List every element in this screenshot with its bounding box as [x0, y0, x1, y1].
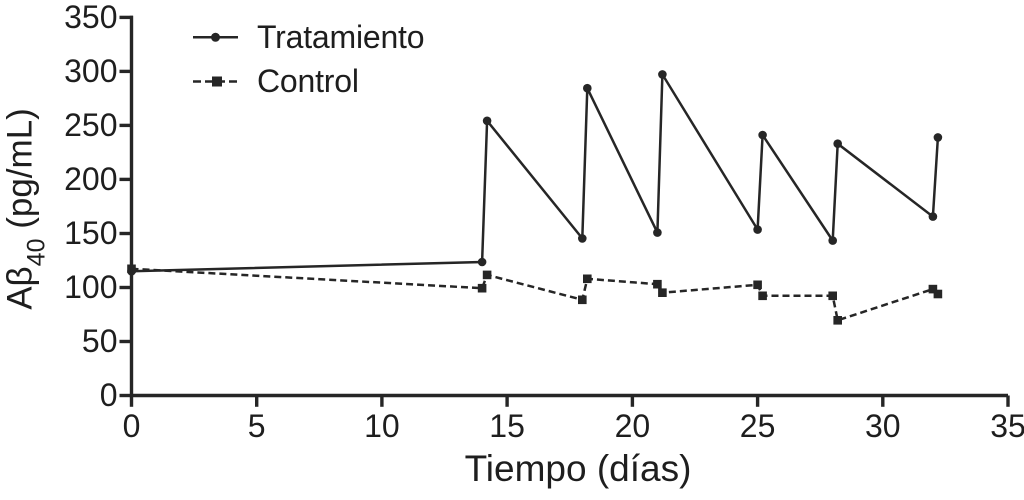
svg-text:300: 300 [64, 53, 117, 89]
svg-text:5: 5 [248, 408, 266, 444]
svg-text:0: 0 [100, 377, 118, 413]
svg-text:350: 350 [64, 0, 117, 35]
svg-text:Tratamiento: Tratamiento [257, 19, 424, 55]
svg-text:10: 10 [364, 408, 400, 444]
svg-text:20: 20 [615, 408, 651, 444]
svg-text:30: 30 [865, 408, 901, 444]
svg-text:35: 35 [990, 408, 1024, 444]
svg-text:250: 250 [64, 107, 117, 143]
svg-text:50: 50 [82, 323, 118, 359]
svg-text:150: 150 [64, 215, 117, 251]
svg-text:0: 0 [123, 408, 141, 444]
svg-text:25: 25 [740, 408, 776, 444]
svg-text:Tiempo (días): Tiempo (días) [465, 448, 692, 489]
svg-text:200: 200 [64, 161, 117, 197]
svg-text:15: 15 [489, 408, 525, 444]
svg-text:Control: Control [257, 63, 359, 99]
svg-text:100: 100 [64, 269, 117, 305]
